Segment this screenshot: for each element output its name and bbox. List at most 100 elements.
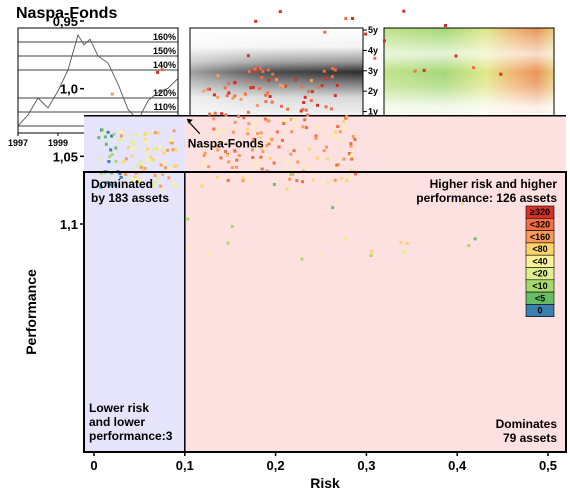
y-tick-label: 4y <box>368 45 378 55</box>
asset-point <box>333 178 337 182</box>
legend-label: ≥320 <box>530 207 550 217</box>
x-tick-label: 2001 <box>88 138 108 148</box>
y-tick-label: 5y <box>368 25 378 35</box>
asset-point <box>138 179 142 183</box>
asset-point <box>287 177 291 181</box>
asset-point <box>119 175 123 179</box>
asset-point <box>172 181 176 185</box>
asset-point <box>118 172 122 176</box>
x-tick-label: 0 <box>90 458 97 473</box>
asset-point <box>370 250 374 254</box>
legend-swatch <box>525 267 555 281</box>
asset-point <box>369 254 373 257</box>
y-tick-label: 2y <box>368 86 378 96</box>
asset-point <box>125 170 128 174</box>
x-tick-label: 1999 <box>416 138 436 148</box>
x-axis-label: Risk <box>310 475 340 491</box>
asset-point <box>134 171 138 175</box>
quadrant-label-line: performance: 126 assets <box>416 191 557 205</box>
asset-point <box>291 172 295 176</box>
y-tick-label: 1y <box>368 107 378 117</box>
asset-point <box>241 176 245 180</box>
level-label: 160% <box>153 32 176 42</box>
asset-point <box>133 175 137 179</box>
legend-swatch <box>525 304 555 317</box>
asset-point <box>348 175 352 179</box>
quadrant-label-line: Lower risk <box>89 401 149 415</box>
quadrant-label-line: Dominated <box>91 177 153 191</box>
asset-point <box>460 201 464 205</box>
asset-point <box>265 169 269 173</box>
asset-point <box>335 197 339 201</box>
asset-point <box>399 240 403 244</box>
asset-point <box>226 178 230 182</box>
asset-point <box>123 181 127 185</box>
legend-swatch <box>525 230 555 244</box>
price-line <box>17 33 179 127</box>
grayscale-fade <box>190 28 363 133</box>
legend-swatch <box>525 205 555 219</box>
quadrant-label-line: by 183 assets <box>91 191 169 205</box>
y-axis-label: Performance <box>23 269 39 355</box>
asset-point <box>99 171 103 175</box>
x-tick-label: 2005 <box>544 138 564 148</box>
y-tick-label: 0 <box>368 127 373 137</box>
asset-point <box>152 184 156 188</box>
asset-point <box>403 251 407 255</box>
asset-point <box>110 171 114 175</box>
asset-point <box>153 174 157 177</box>
asset-point <box>118 176 122 179</box>
legend-swatch <box>525 279 555 293</box>
quadrant-label-bottom-left: Lower risk and lower performance:3 <box>89 401 173 443</box>
x-tick-label: 1997 <box>374 138 394 148</box>
asset-point <box>114 183 118 187</box>
asset-point <box>130 177 134 181</box>
asset-point <box>122 172 126 176</box>
asset-point <box>467 244 471 248</box>
asset-point <box>124 172 128 176</box>
asset-point <box>105 170 109 174</box>
legend-label: <20 <box>532 269 547 279</box>
level-label: 120% <box>153 88 176 98</box>
asset-point <box>289 173 293 176</box>
asset-point <box>103 170 107 174</box>
asset-point <box>405 241 409 245</box>
asset-point <box>285 187 289 191</box>
page-title: Naspa-Fonds <box>16 5 118 22</box>
holding-colored-panel: 1997 1999 2001 2003 2005 Time of sale <box>374 27 564 160</box>
level-label: 150% <box>153 46 176 56</box>
asset-point <box>401 249 405 253</box>
legend-label: <40 <box>532 256 547 266</box>
quadrant-label-top-left: Dominated by 183 assets <box>91 177 169 205</box>
asset-point <box>231 172 235 176</box>
legend-label: <80 <box>532 244 547 254</box>
x-tick-label: 0,3 <box>357 458 375 473</box>
x-tick-label: 2001 <box>266 138 286 148</box>
asset-point <box>140 181 144 185</box>
legend-swatch <box>525 218 555 231</box>
holding-colored-xlabel: Time of sale <box>443 150 495 160</box>
asset-point <box>473 237 477 241</box>
legend-swatch <box>525 242 555 256</box>
quadrant-label-line: performance:3 <box>89 429 173 443</box>
y-tick-label: 1,1 <box>60 217 78 232</box>
y-tick-label: 3y <box>368 66 378 76</box>
holding-density-xlabel: Time of sale <box>250 150 302 160</box>
asset-point <box>215 175 219 179</box>
x-tick-label: 2001 <box>459 138 479 148</box>
asset-point <box>160 171 164 175</box>
asset-point <box>159 187 163 191</box>
x-tick-label: 0,1 <box>176 458 194 473</box>
x-tick-label: 1997 <box>8 138 28 148</box>
asset-point <box>230 224 234 228</box>
x-tick-label: 2005 <box>353 138 373 148</box>
asset-point <box>149 181 152 185</box>
x-tick-label: 1997 <box>180 138 200 148</box>
holding-density-panel: 1997 1999 2001 2003 2005 0 1y 2y 3y 4y 5y Time of… <box>180 25 378 160</box>
asset-point <box>344 237 348 241</box>
asset-point <box>134 178 138 182</box>
quadrant-label-top-right: Higher risk and higher performance: 126 a… <box>416 177 557 205</box>
asset-point <box>345 179 349 182</box>
asset-point <box>311 178 315 182</box>
asset-point <box>241 179 245 183</box>
